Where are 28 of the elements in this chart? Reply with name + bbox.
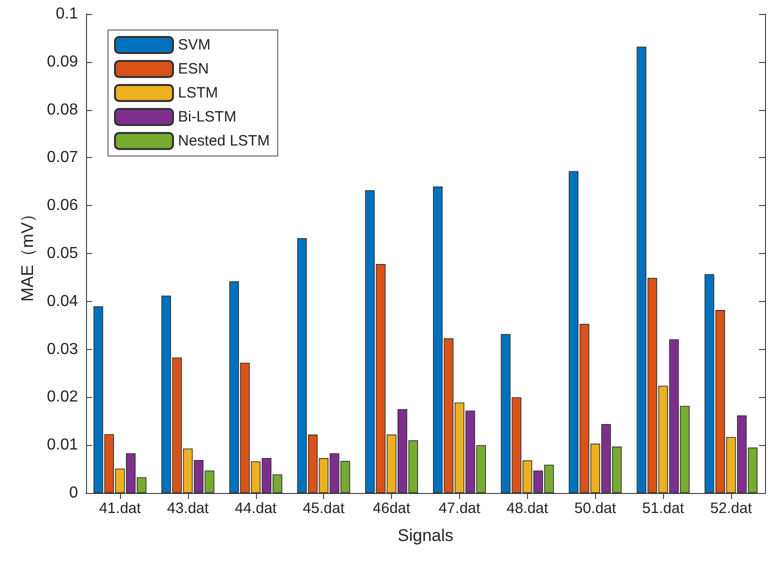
- x-tick-label: 46dat: [372, 500, 412, 517]
- y-tick-label: 0.06: [46, 197, 78, 214]
- x-tick-label: 51.dat: [642, 500, 685, 517]
- x-tick-label: 48.dat: [506, 500, 550, 517]
- y-tick-label: 0.05: [46, 245, 78, 262]
- x-tick-label: 41.dat: [99, 500, 142, 517]
- x-tick-label: 45.dat: [302, 500, 346, 517]
- y-tick-label: 0: [69, 484, 78, 502]
- y-tick-label: 0.01: [46, 436, 78, 454]
- legend-label: Nested LSTM: [178, 132, 270, 150]
- legend-label: ESN: [178, 60, 209, 78]
- y-axis-title: MAE（mV）: [18, 205, 37, 302]
- y-tick-label: 0.02: [46, 388, 78, 406]
- x-tick-label: 50.dat: [574, 500, 617, 517]
- x-axis-title: Signals: [398, 526, 454, 545]
- y-tick-label: 0.1: [56, 6, 78, 22]
- x-tick-label: 44.dat: [234, 500, 278, 517]
- y-tick-label: 0.04: [46, 292, 78, 310]
- y-tick-label: 0.09: [46, 53, 78, 70]
- y-tick-label: 0.08: [46, 101, 78, 118]
- x-tick-label: 47.dat: [438, 500, 482, 517]
- x-tick-label: 43.dat: [166, 500, 210, 517]
- legend-label: SVM: [178, 36, 211, 54]
- legend-label: LSTM: [178, 84, 218, 102]
- legend-label: Bi-LSTM: [178, 108, 236, 126]
- y-tick-label: 0.03: [46, 340, 78, 358]
- x-tick-label: 52.dat: [710, 500, 753, 517]
- y-tick-label: 0.07: [46, 149, 78, 166]
